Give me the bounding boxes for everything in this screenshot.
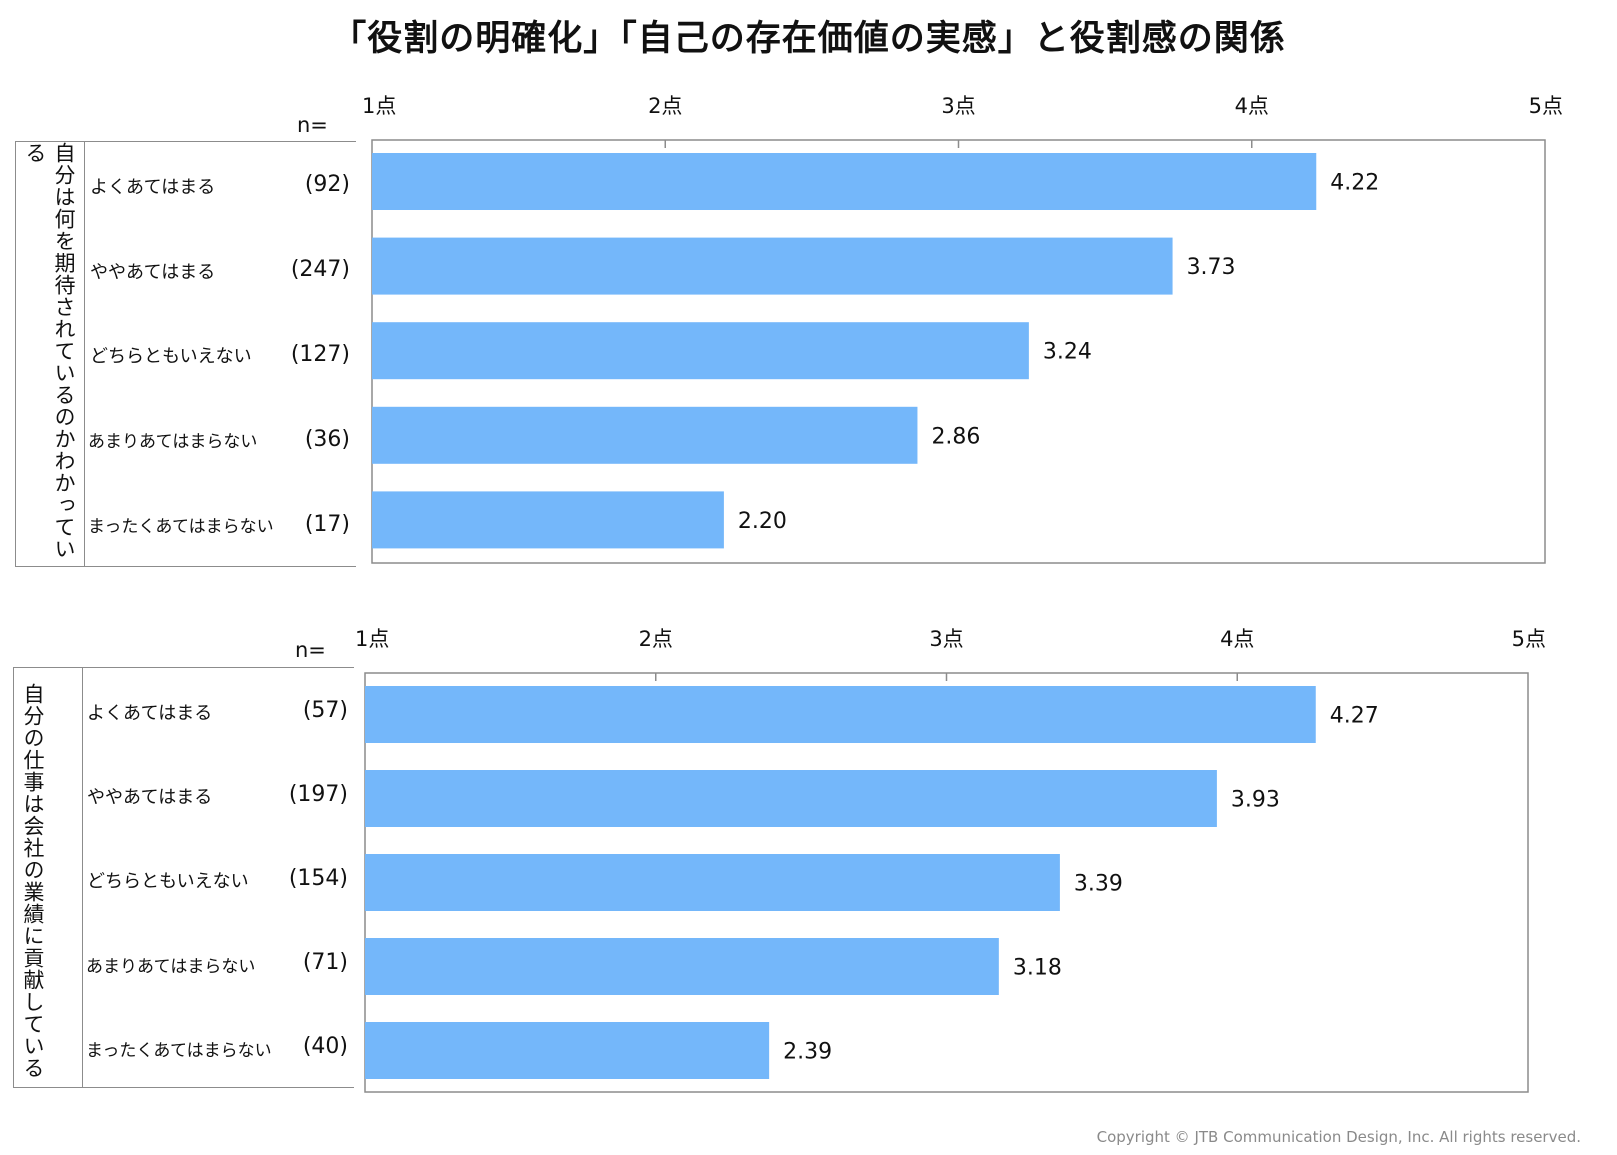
data-label: 4.27: [1330, 704, 1379, 729]
sample-size: (17): [304, 512, 350, 537]
tick-label: 1点: [355, 627, 389, 651]
tick-label: 1点: [362, 94, 396, 118]
n-label: n=: [297, 113, 328, 137]
data-label: 2.86: [931, 424, 980, 449]
category-label: まったくあてはまらない: [86, 1041, 272, 1061]
tick-label: 2点: [648, 94, 682, 118]
bar: [365, 770, 1217, 827]
table-divider: [84, 141, 85, 567]
tick-label: 3点: [929, 627, 963, 651]
sample-size: (197): [288, 782, 348, 807]
table-divider: [82, 667, 83, 1088]
bar-plot: 1点 2点 3点 4点 5点 4.27 3.93 3.39 3.18 2.39: [355, 627, 1546, 1093]
bar: [372, 153, 1317, 210]
sample-size: (154): [288, 866, 348, 891]
tick-label: 5点: [1529, 94, 1563, 118]
sample-size: (57): [302, 698, 348, 723]
bar: [372, 237, 1173, 295]
bar: [372, 322, 1029, 380]
bar-plot: 1点 2点 3点 4点 5点 4.22 3.73 3.24 2.86 2.20: [362, 94, 1563, 564]
sample-size: (40): [302, 1034, 348, 1059]
copyright-notice: Copyright © JTB Communication Design, In…: [1096, 1128, 1581, 1146]
category-label: ややあてはまる: [90, 262, 216, 283]
chart-panel-1: n= 自分は何を期待されているのかわかっている よくあてはまる ややあてはまる …: [0, 0, 1617, 567]
tick-label: 2点: [639, 627, 673, 651]
bar: [372, 406, 918, 464]
tick-label: 4点: [1220, 627, 1254, 651]
sample-size: (127): [290, 342, 350, 367]
tick-label: 5点: [1512, 627, 1546, 651]
category-table: [15, 141, 356, 567]
group-label: 自分は何を期待されているのかわかっている: [23, 142, 76, 560]
category-label: よくあてはまる: [87, 703, 213, 724]
data-label: 2.39: [783, 1040, 832, 1065]
bar: [365, 938, 999, 995]
category-table: [13, 667, 354, 1088]
category-label: あまりあてはまらない: [88, 432, 258, 452]
data-label: 3.93: [1231, 788, 1280, 813]
sample-size: (36): [304, 427, 350, 452]
category-label: あまりあてはまらない: [86, 957, 256, 977]
tick-label: 4点: [1235, 94, 1269, 118]
chart-title: 「役割の明確化」「自己の存在価値の実感」と役割感の関係: [331, 19, 1286, 59]
data-label: 3.73: [1187, 255, 1236, 280]
data-label: 3.18: [1013, 956, 1062, 981]
sample-size: (71): [302, 950, 348, 975]
tick-label: 3点: [941, 94, 975, 118]
data-label: 2.20: [738, 509, 787, 534]
category-label: どちらともいえない: [87, 871, 249, 892]
sample-size: (247): [290, 257, 350, 282]
bar: [365, 686, 1316, 743]
data-label: 3.24: [1043, 340, 1092, 365]
category-label: ややあてはまる: [87, 787, 213, 808]
bar: [365, 854, 1060, 911]
category-label: どちらともいえない: [90, 346, 252, 367]
sample-size: (92): [304, 172, 350, 197]
n-label: n=: [295, 638, 326, 662]
category-label: まったくあてはまらない: [88, 517, 274, 537]
group-label: 自分の仕事は会社の業績に貢献している: [21, 683, 45, 1079]
data-label: 4.22: [1330, 171, 1379, 196]
category-label: よくあてはまる: [90, 177, 216, 198]
data-label: 3.39: [1074, 872, 1123, 897]
chart-panel-2: n= 自分の仕事は会社の業績に貢献している よくあてはまる ややあてはまる どち…: [0, 525, 1617, 1093]
bar: [372, 491, 724, 549]
bar: [365, 1022, 770, 1079]
